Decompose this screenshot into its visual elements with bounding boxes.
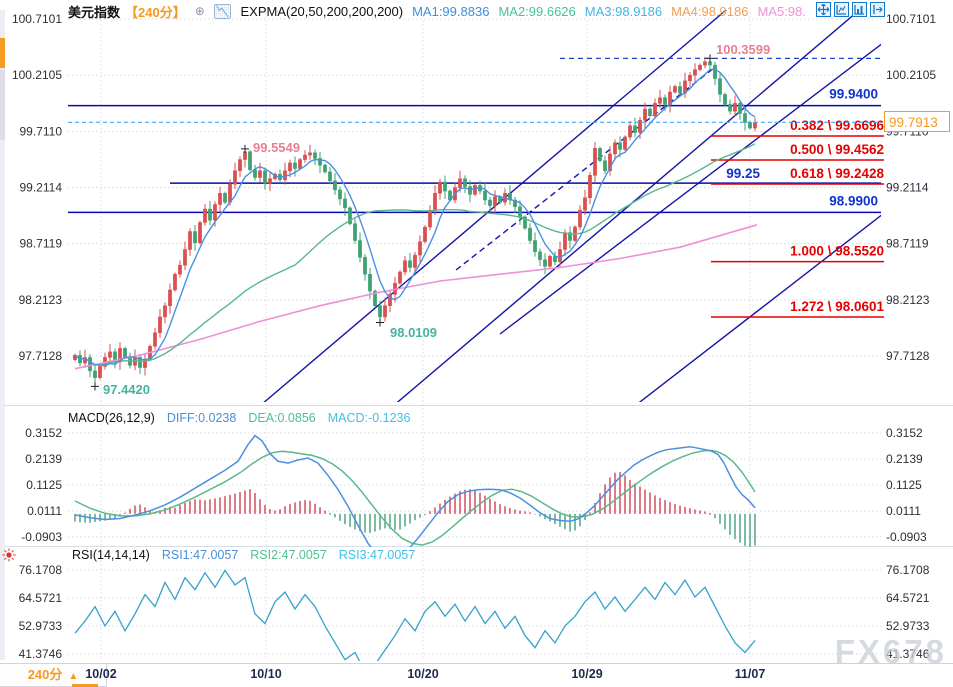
macd-title: MACD(26,12,9)	[68, 411, 155, 425]
rsi-layer	[74, 569, 756, 661]
svg-text:99.2114: 99.2114	[20, 180, 63, 194]
svg-text:0.618 \ 99.2428: 0.618 \ 99.2428	[790, 166, 884, 181]
svg-text:99.2114: 99.2114	[886, 180, 929, 194]
ma3-value: MA3:98.9186	[584, 3, 663, 19]
grid-layer	[0, 12, 953, 687]
ma1-value: MA1:99.8836	[412, 3, 490, 19]
ma2-value: MA2:99.6626	[498, 3, 576, 19]
svg-text:100.2105: 100.2105	[12, 68, 62, 82]
rsi-title: RSI(14,14,14)	[72, 548, 150, 562]
scrollbar-orange-thumb[interactable]	[0, 38, 5, 68]
rsi2-value: RSI2:47.0057	[250, 548, 327, 562]
svg-text:98.2123: 98.2123	[19, 293, 63, 307]
compare-icon[interactable]: ⊕	[194, 4, 205, 18]
svg-text:0.1125: 0.1125	[886, 478, 922, 492]
svg-text:97.7128: 97.7128	[19, 349, 63, 363]
svg-text:0.382 \ 99.6696: 0.382 \ 99.6696	[790, 118, 884, 133]
svg-text:-0.0903: -0.0903	[886, 530, 927, 544]
date-label: 10/10	[250, 667, 282, 681]
svg-text:100.2105: 100.2105	[886, 68, 936, 82]
candlesticks-layer	[73, 56, 757, 387]
pan-crosshair-icon[interactable]	[816, 2, 831, 17]
macd-header: MACD(26,12,9) DIFF:0.0238 DEA:0.0856 MAC…	[68, 411, 410, 427]
svg-text:98.9900: 98.9900	[829, 193, 878, 208]
svg-text:100.7101: 100.7101	[886, 12, 936, 26]
rsi-header: RSI(14,14,14) RSI1:47.0057 RSI2:47.0057 …	[72, 548, 415, 564]
period-tag[interactable]: 【240分】	[125, 4, 186, 20]
annotations-layer: 99.5549 98.0109 97.4420 100.3599	[91, 42, 770, 397]
current-price-box: 99.7913	[884, 111, 950, 132]
ma4-value: MA4:98.9186	[671, 3, 749, 19]
svg-text:0.2139: 0.2139	[886, 452, 923, 466]
indicator-chip-icon[interactable]: 📉	[213, 3, 232, 19]
svg-text:64.5721: 64.5721	[19, 591, 63, 605]
horizontal-scroll-thumb[interactable]	[72, 684, 98, 687]
axis-labels-layer: 100.7101 100.7101 100.2105 100.2105 99.7110 9…	[12, 12, 936, 661]
svg-text:0.0111: 0.0111	[886, 504, 921, 518]
period-label: 240分	[27, 667, 63, 682]
svg-text:52.9733: 52.9733	[886, 619, 930, 633]
svg-text:0.3152: 0.3152	[886, 426, 923, 440]
trendlines-layer	[263, 10, 881, 402]
svg-text:0.0111: 0.0111	[27, 504, 62, 518]
svg-text:0.2139: 0.2139	[25, 452, 62, 466]
date-label: 11/07	[734, 667, 766, 681]
svg-text:100.3599: 100.3599	[716, 42, 770, 57]
collapse-panel-icon[interactable]	[870, 2, 885, 17]
svg-text:97.7128: 97.7128	[886, 349, 930, 363]
svg-text:98.7119: 98.7119	[20, 237, 63, 251]
rsi1-value: RSI1:47.0057	[161, 548, 239, 562]
scrollbar-gray-segment	[0, 70, 5, 140]
svg-text:52.9733: 52.9733	[19, 619, 63, 633]
svg-text:0.3152: 0.3152	[25, 426, 62, 440]
left-scrollbar[interactable]	[0, 10, 5, 660]
svg-text:99.9400: 99.9400	[829, 87, 878, 102]
rsi-alert-icon[interactable]	[2, 548, 16, 567]
ma5-value: MA5:98.	[757, 3, 806, 19]
bottom-axis-bar: 240分 ▲ 10/02 10/10 10/20 10/29 11/07	[0, 663, 953, 687]
svg-text:1.000 \ 98.5520: 1.000 \ 98.5520	[790, 244, 884, 259]
date-label: 10/02	[85, 667, 117, 681]
macd-diff-value: DIFF:0.0238	[166, 411, 237, 425]
axis-scale-left-icon[interactable]	[834, 2, 849, 17]
svg-text:100.7101: 100.7101	[12, 12, 62, 26]
svg-text:99.7110: 99.7110	[20, 124, 63, 138]
date-label: 10/29	[571, 667, 603, 681]
symbol-name: 美元指数	[68, 4, 121, 20]
chart-toolbar	[816, 2, 885, 17]
svg-text:-0.0903: -0.0903	[21, 530, 62, 544]
svg-text:98.0109: 98.0109	[390, 325, 437, 340]
indicator-name: EXPMA(20,50,200,200,200)	[240, 3, 404, 19]
axis-scale-right-icon[interactable]	[852, 2, 867, 17]
svg-text:0.500 \ 99.4562: 0.500 \ 99.4562	[790, 142, 884, 157]
svg-text:41.3746: 41.3746	[19, 647, 63, 661]
svg-text:98.2123: 98.2123	[886, 293, 930, 307]
macd-dea-value: DEA:0.0856	[248, 411, 316, 425]
moving-averages-layer	[74, 68, 758, 370]
svg-text:64.5721: 64.5721	[886, 591, 930, 605]
svg-text:76.1708: 76.1708	[886, 563, 930, 577]
svg-text:41.3746: 41.3746	[886, 647, 930, 661]
svg-text:97.4420: 97.4420	[103, 382, 150, 397]
svg-text:0.1125: 0.1125	[26, 478, 62, 492]
current-price-value: 99.7913	[889, 115, 938, 130]
svg-text:98.7119: 98.7119	[886, 237, 929, 251]
svg-text:76.1708: 76.1708	[19, 563, 63, 577]
svg-text:99.5549: 99.5549	[253, 140, 300, 155]
svg-text:1.272 \ 98.0601: 1.272 \ 98.0601	[790, 299, 884, 314]
macd-layer	[74, 434, 756, 547]
rsi3-value: RSI3:47.0057	[338, 548, 416, 562]
svg-text:99.25: 99.25	[726, 166, 760, 181]
macd-macd-value: MACD:-0.1236	[327, 411, 411, 425]
date-label: 10/20	[407, 667, 439, 681]
period-arrow-icon: ▲	[68, 671, 79, 682]
main-chart-header: 美元指数 【240分】 ⊕ 📉 EXPMA(20,50,200,200,200)…	[68, 2, 806, 20]
